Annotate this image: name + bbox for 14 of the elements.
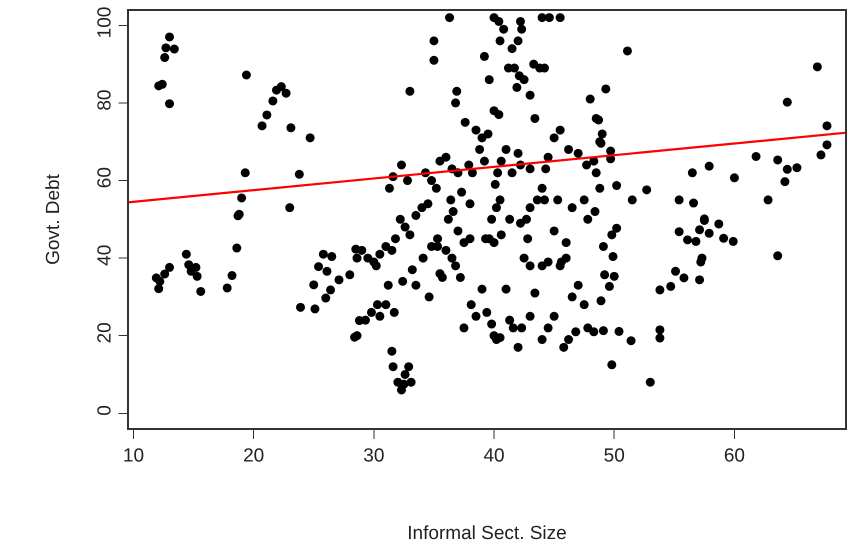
x-axis-title: Informal Sect. Size	[407, 522, 567, 544]
y-tick-label: 40	[94, 244, 116, 266]
y-tick-label: 60	[94, 167, 116, 188]
y-tick-label: 20	[94, 322, 116, 344]
x-tick-label: 20	[243, 446, 264, 467]
x-tick-label: 50	[604, 446, 625, 467]
y-tick-label: 100	[94, 6, 116, 38]
y-tick-label: 80	[94, 90, 116, 111]
x-tick-label: 60	[724, 446, 745, 467]
y-tick-label: 0	[94, 405, 116, 416]
x-tick-label: 40	[483, 446, 505, 467]
x-tick-label: 30	[363, 446, 384, 467]
x-tick-label: 10	[122, 446, 144, 467]
y-axis-title: Govt. Debt	[43, 173, 64, 265]
